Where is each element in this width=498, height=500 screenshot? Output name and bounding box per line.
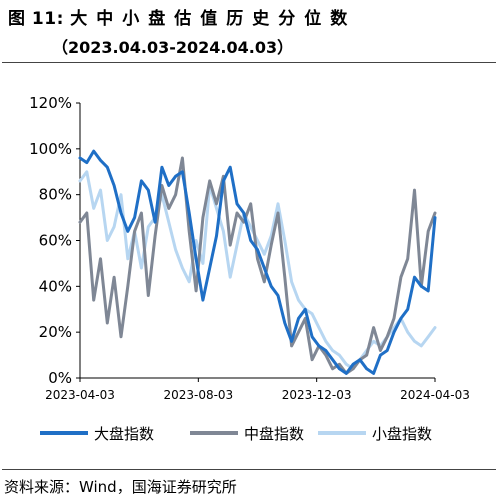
y-tick-label-2: 40% — [39, 277, 72, 295]
series-layer — [78, 149, 437, 375]
figure-title-text: 大中小盘估值历史分位数 — [70, 9, 357, 29]
figure-title-prefix: 图 11: — [8, 9, 64, 29]
bottom-rule — [2, 469, 496, 470]
source-note: 资料来源：Wind，国海证券研究所 — [4, 478, 237, 496]
y-tick-label-3: 60% — [39, 232, 72, 250]
line-chart: 0% 20% 40% 60% 80% 100% 120% 2023-04-03 2023-08-… — [29, 94, 470, 443]
figure-title: 图 11: 大中小盘估值历史分位数 — [8, 4, 356, 29]
y-tick-label-0: 0% — [48, 369, 72, 387]
axes-layer: 0% 20% 40% 60% 80% 100% 120% 2023-04-03 2023-08-… — [29, 94, 470, 402]
x-tick-label-3: 2024-04-03 — [400, 388, 470, 402]
series-line-1 — [78, 156, 437, 375]
figure-subtitle: （2023.04.03-2024.04.03） — [52, 38, 294, 57]
x-tick-label-2: 2023-12-03 — [282, 388, 352, 402]
series-line-2 — [78, 170, 437, 371]
y-tick-label-1: 20% — [39, 323, 72, 341]
y-tick-label-5: 100% — [29, 140, 72, 158]
x-tick-label-1: 2023-08-03 — [163, 388, 233, 402]
x-tick-label-0: 2023-04-03 — [45, 388, 115, 402]
legend-label-0: 大盘指数 — [94, 425, 154, 443]
legend: 大盘指数 中盘指数 小盘指数 — [40, 425, 432, 443]
y-tick-label-4: 80% — [39, 186, 72, 204]
legend-label-2: 小盘指数 — [372, 425, 432, 443]
top-rule — [2, 62, 496, 63]
y-tick-label-6: 120% — [29, 94, 72, 112]
legend-label-1: 中盘指数 — [244, 425, 304, 443]
series-line-0 — [78, 149, 437, 375]
